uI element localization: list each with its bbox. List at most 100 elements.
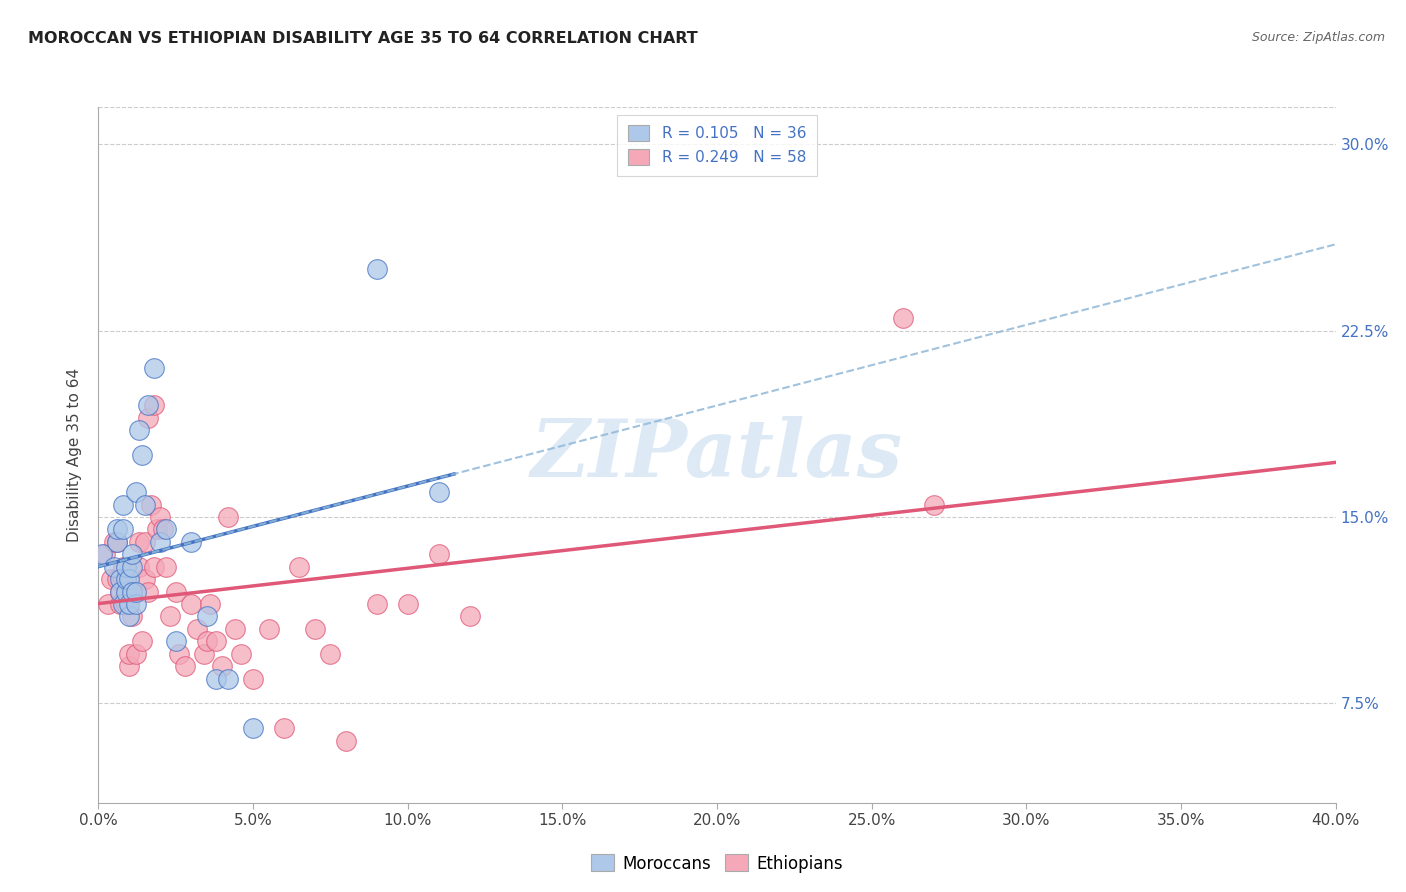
Point: [366, 261, 388, 276]
Point: [136, 410, 159, 425]
Point: [211, 659, 233, 673]
Point: [124, 485, 146, 500]
Point: [335, 733, 357, 747]
Point: [128, 534, 150, 549]
Point: [273, 721, 295, 735]
Point: [205, 672, 228, 686]
Point: [105, 523, 128, 537]
Point: [124, 584, 146, 599]
Point: [217, 672, 239, 686]
Point: [131, 448, 153, 462]
Point: [115, 584, 138, 599]
Point: [124, 647, 146, 661]
Point: [115, 559, 138, 574]
Point: [103, 534, 125, 549]
Y-axis label: Disability Age 35 to 64: Disability Age 35 to 64: [67, 368, 83, 542]
Point: [186, 622, 208, 636]
Point: [128, 423, 150, 437]
Point: [97, 597, 120, 611]
Point: [143, 559, 166, 574]
Point: [143, 398, 166, 412]
Point: [396, 597, 419, 611]
Point: [115, 572, 138, 586]
Point: [155, 559, 177, 574]
Point: [139, 498, 162, 512]
Point: [118, 609, 141, 624]
Point: [134, 498, 156, 512]
Point: [180, 534, 202, 549]
Point: [115, 584, 138, 599]
Point: [304, 622, 326, 636]
Point: [121, 547, 143, 561]
Point: [118, 572, 141, 586]
Point: [112, 523, 135, 537]
Point: [149, 534, 172, 549]
Point: [242, 721, 264, 735]
Point: [136, 584, 159, 599]
Point: [112, 572, 135, 586]
Point: [149, 510, 172, 524]
Point: [121, 609, 143, 624]
Point: [458, 609, 481, 624]
Point: [108, 572, 131, 586]
Point: [118, 597, 141, 611]
Point: [165, 634, 187, 648]
Point: [159, 609, 181, 624]
Point: [155, 523, 177, 537]
Point: [195, 609, 218, 624]
Point: [124, 597, 146, 611]
Point: [108, 584, 131, 599]
Point: [128, 559, 150, 574]
Point: [427, 547, 450, 561]
Point: [134, 534, 156, 549]
Point: [195, 634, 218, 648]
Point: [217, 510, 239, 524]
Legend: Moroccans, Ethiopians: Moroccans, Ethiopians: [585, 847, 849, 880]
Text: ZIPatlas: ZIPatlas: [531, 417, 903, 493]
Point: [108, 597, 131, 611]
Point: [165, 584, 187, 599]
Point: [121, 559, 143, 574]
Point: [288, 559, 311, 574]
Point: [257, 622, 280, 636]
Point: [224, 622, 246, 636]
Point: [105, 534, 128, 549]
Point: [193, 647, 215, 661]
Point: [105, 572, 128, 586]
Point: [152, 523, 174, 537]
Point: [891, 311, 914, 326]
Point: [90, 547, 112, 561]
Text: Source: ZipAtlas.com: Source: ZipAtlas.com: [1251, 31, 1385, 45]
Point: [143, 361, 166, 376]
Point: [103, 559, 125, 574]
Point: [115, 597, 138, 611]
Point: [198, 597, 221, 611]
Point: [108, 584, 131, 599]
Point: [242, 672, 264, 686]
Point: [112, 498, 135, 512]
Point: [93, 547, 115, 561]
Point: [922, 498, 945, 512]
Point: [131, 634, 153, 648]
Point: [180, 597, 202, 611]
Point: [229, 647, 252, 661]
Point: [174, 659, 197, 673]
Point: [427, 485, 450, 500]
Point: [105, 534, 128, 549]
Point: [100, 572, 122, 586]
Point: [134, 572, 156, 586]
Point: [319, 647, 342, 661]
Point: [205, 634, 228, 648]
Point: [121, 584, 143, 599]
Point: [366, 597, 388, 611]
Point: [136, 398, 159, 412]
Point: [118, 659, 141, 673]
Point: [121, 584, 143, 599]
Point: [118, 647, 141, 661]
Point: [112, 597, 135, 611]
Text: MOROCCAN VS ETHIOPIAN DISABILITY AGE 35 TO 64 CORRELATION CHART: MOROCCAN VS ETHIOPIAN DISABILITY AGE 35 …: [28, 31, 697, 46]
Point: [112, 559, 135, 574]
Point: [167, 647, 190, 661]
Legend: R = 0.105   N = 36, R = 0.249   N = 58: R = 0.105 N = 36, R = 0.249 N = 58: [617, 115, 817, 176]
Point: [146, 523, 169, 537]
